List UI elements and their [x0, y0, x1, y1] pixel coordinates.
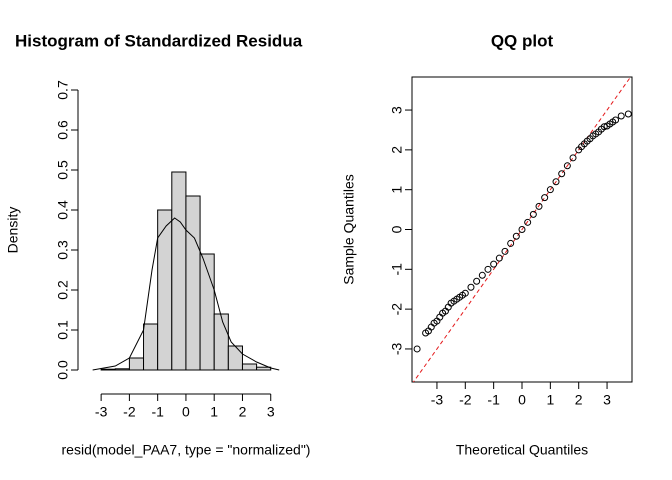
x-tick-label: 0: [518, 392, 526, 408]
qq-point: [490, 260, 498, 268]
x-axis-label: resid(model_PAA7, type = "normalized"): [62, 442, 311, 458]
qq-point: [473, 277, 481, 285]
y-tick-label: 2: [389, 146, 405, 154]
qq-point: [484, 265, 492, 273]
qq-point: [507, 239, 515, 247]
y-tick-label: 0.0: [55, 360, 71, 380]
qq-point: [617, 112, 625, 120]
histogram-bar: [199, 253, 215, 371]
y-tick-label: 0: [389, 225, 405, 233]
y-tick-label: -3: [389, 343, 405, 356]
qq-point: [563, 162, 571, 170]
qq-point: [461, 289, 469, 297]
x-tick-label: -3: [95, 404, 108, 420]
x-tick-label: 1: [210, 404, 218, 420]
chart-title: Histogram of Standardized Residua: [15, 31, 303, 50]
qq-point: [546, 186, 554, 194]
histogram-bar: [143, 323, 159, 371]
qq-point: [413, 345, 421, 353]
x-tick-label: 0: [182, 404, 190, 420]
y-tick-label: 0.3: [55, 240, 71, 260]
x-tick-label: 2: [239, 404, 247, 420]
histogram-bar: [114, 368, 130, 371]
qq-point: [529, 210, 537, 218]
qq-point: [541, 194, 549, 202]
density-curve: [92, 217, 280, 371]
y-tick-label: 1: [389, 186, 405, 194]
reference-line: [412, 77, 632, 382]
x-tick-label: 3: [603, 392, 611, 408]
x-tick-label: 1: [546, 392, 554, 408]
x-tick-label: 3: [267, 404, 275, 420]
qq-point: [612, 116, 620, 124]
qq-point: [512, 232, 520, 240]
qq-point: [501, 247, 509, 255]
qq-point: [518, 226, 526, 233]
histogram-bar: [185, 195, 201, 371]
plot-box: [411, 76, 633, 383]
histogram-bar: [213, 313, 229, 371]
x-tick-label: -2: [123, 404, 136, 420]
qq-point: [624, 110, 632, 118]
histogram-bar: [100, 368, 116, 371]
y-tick-label: 0.5: [55, 160, 71, 180]
y-tick-label: -2: [389, 303, 405, 316]
y-tick-label: 0.7: [55, 80, 71, 100]
y-tick-label: 0.4: [55, 200, 71, 220]
chart-title: QQ plot: [491, 31, 554, 50]
x-axis-label: Theoretical Quantiles: [456, 442, 588, 458]
qq-point: [569, 154, 577, 162]
qq-point: [524, 218, 532, 226]
y-tick-label: 0.1: [55, 320, 71, 340]
qq-point: [495, 254, 503, 262]
y-tick-label: 3: [389, 106, 405, 114]
qq-point: [558, 170, 566, 178]
histogram-bar: [171, 171, 187, 371]
x-tick-label: -1: [487, 392, 500, 408]
histogram-bar: [241, 363, 258, 371]
y-tick-label: 0.6: [55, 120, 71, 140]
qq-point: [552, 178, 560, 186]
x-tick-label: -3: [431, 392, 444, 408]
x-tick-label: -2: [459, 392, 472, 408]
qq-point: [467, 283, 475, 291]
y-axis-label: Sample Quantiles: [341, 174, 357, 285]
y-tick-label: -1: [389, 263, 405, 276]
y-tick-label: 0.2: [55, 280, 71, 300]
qq-point: [478, 271, 486, 279]
histogram-bar: [157, 209, 173, 371]
qq-point: [535, 202, 543, 210]
x-tick-label: 2: [575, 392, 583, 408]
histogram-bar: [128, 357, 145, 371]
x-tick-label: -1: [151, 404, 164, 420]
qq-point: [600, 123, 608, 131]
histogram-bar: [256, 366, 272, 371]
histogram-bar: [227, 345, 243, 371]
y-axis-label: Density: [5, 207, 21, 254]
